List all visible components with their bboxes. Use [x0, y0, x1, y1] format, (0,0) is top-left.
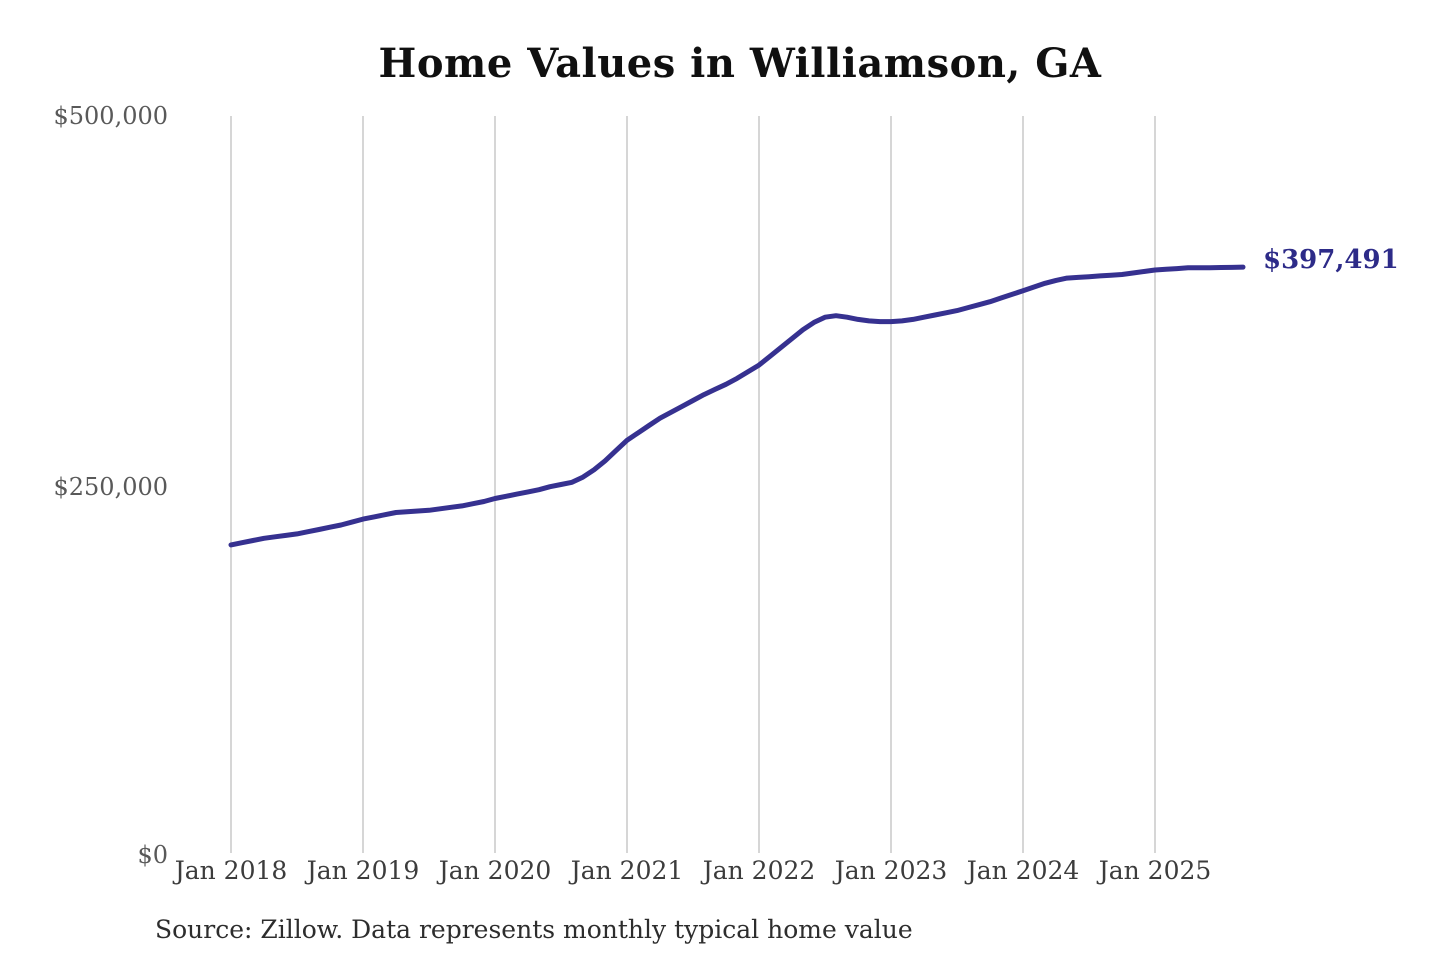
chart-title: Home Values in Williamson, GA — [378, 40, 1102, 87]
y-axis-tick-250000: $250,000 — [53, 473, 168, 501]
x-axis-tick-jan-2025: Jan 2025 — [1098, 856, 1212, 885]
x-axis-tick-jan-2020: Jan 2020 — [438, 856, 552, 885]
source-note: Source: Zillow. Data represents monthly … — [155, 915, 913, 944]
x-axis-tick-jan-2023: Jan 2023 — [834, 856, 948, 885]
end-value-annotation: $397,491 — [1263, 245, 1399, 275]
y-axis-tick-500000: $500,000 — [53, 102, 168, 130]
x-axis-tick-jan-2024: Jan 2024 — [966, 856, 1080, 885]
y-axis-tick-0: $0 — [137, 841, 168, 869]
gridlines-group — [230, 116, 1156, 853]
x-axis-tick-jan-2022: Jan 2022 — [702, 856, 816, 885]
x-axis-tick-jan-2021: Jan 2021 — [570, 856, 684, 885]
x-axis-tick-jan-2019: Jan 2019 — [306, 856, 420, 885]
home-value-line — [228, 264, 1246, 548]
x-axis-tick-jan-2018: Jan 2018 — [174, 856, 288, 885]
